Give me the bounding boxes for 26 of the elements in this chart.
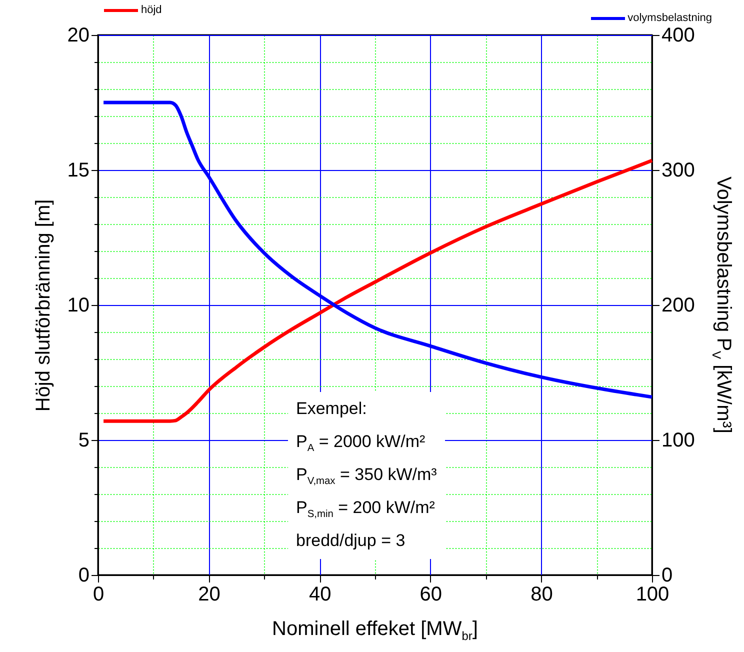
- x-tick-label: 20: [198, 584, 220, 606]
- x-tick-label: 40: [308, 584, 332, 606]
- y-tick-label: 10: [67, 294, 90, 316]
- x-tick-label: 0: [92, 584, 104, 606]
- y2-tick-label: 0: [662, 564, 673, 586]
- y-tick-label: 5: [78, 430, 90, 452]
- y2-tick-label: 100: [662, 430, 695, 452]
- annotation: P$_{A}$ = 2000 kW/m²: [296, 431, 426, 456]
- y2-tick-label: 400: [662, 24, 695, 46]
- y2-tick-label: 300: [662, 160, 695, 182]
- y-axis-title: Höjd slutförbränning [m]: [32, 199, 54, 412]
- legend-label: höjd: [141, 4, 162, 16]
- x-tick-label: 80: [530, 584, 553, 606]
- y2-tick-label: 200: [662, 294, 695, 316]
- y-tick-label: 15: [67, 160, 90, 182]
- line-series: [102, 158, 654, 423]
- y-tick-label: 20: [67, 24, 90, 46]
- x-tick-label: 60: [420, 584, 442, 606]
- annotation: Exempel:: [296, 398, 368, 420]
- y-tick-label: 0: [78, 564, 90, 586]
- x-axis-title: Nominell effeket [MW$_{br}$]: [271, 618, 479, 643]
- legend-label: volymsbelastning: [628, 12, 712, 24]
- annotation: P$_{S,min}$ = 200 kW/m²: [296, 497, 436, 522]
- annotation: P$_{V,max}$ = 350 kW/m³: [296, 464, 437, 490]
- x-tick-label: 100: [636, 584, 670, 606]
- annotation: bredd/djup = 3: [296, 530, 406, 552]
